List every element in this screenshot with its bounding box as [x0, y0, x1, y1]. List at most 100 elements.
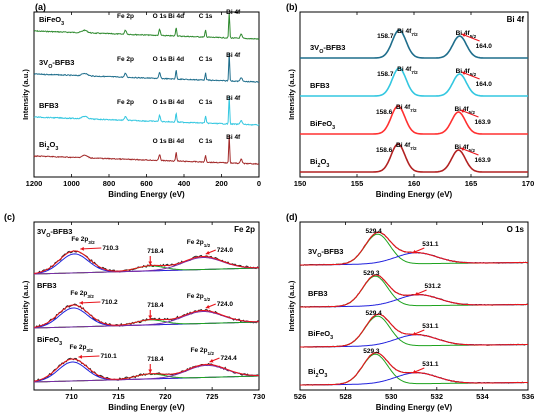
arrow-head: [460, 147, 465, 152]
x-tick-label: 532: [431, 392, 444, 401]
raw-spectrum: [299, 313, 529, 348]
series-label: BFB3: [39, 101, 59, 110]
series-label: BFB3: [308, 289, 328, 298]
peak-value-label: 724.0: [217, 301, 234, 308]
arrow-head: [205, 250, 210, 255]
x-tick-label: 730: [253, 392, 266, 401]
peak-label: Fe 2p1/2: [191, 347, 215, 356]
peak-label: C 1s: [199, 13, 213, 20]
spectrum-line: [300, 143, 528, 173]
series-label: BiFeO3: [310, 119, 335, 131]
peak-value-label: 164.0: [476, 43, 493, 50]
x-tick-label: 530: [385, 392, 398, 401]
peak-value-label: 529.3: [363, 270, 380, 277]
peak-value-label: 710.2: [101, 299, 118, 306]
series-label: 3VO-BFB3: [308, 247, 343, 259]
panel-c: 710 715 720 725 730 (c) Fe 2p Binding Energy (e…: [4, 212, 265, 412]
panel-b: 150 155 160 165 170 (b) Bi 4f Binding Energy (e…: [286, 2, 534, 199]
spectrum-line: [33, 135, 260, 165]
spectrum-line: [33, 12, 260, 40]
fit-envelope: [300, 274, 528, 308]
arrow-head: [205, 304, 210, 309]
series-label: 3VO-BFB3: [39, 58, 74, 70]
y-axis-label: Intensity (a.u.): [287, 69, 296, 120]
peak-label: Bi 4f7/2: [396, 142, 417, 151]
fit-envelope: [33, 304, 259, 328]
x-tick-label: 0: [257, 179, 261, 188]
fit-component: [300, 315, 528, 348]
spectrum-line: [33, 52, 259, 83]
fit-component: [300, 353, 528, 386]
x-tick-label: 155: [351, 179, 364, 188]
arrow-head: [414, 291, 419, 296]
series-label: Bi2O3: [39, 140, 58, 152]
peak-label: Bi 4f7/2: [397, 66, 418, 75]
x-tick-label: 715: [112, 392, 125, 401]
series-label: BiFeO3: [37, 335, 62, 347]
peak-label: Fe 2p: [117, 13, 134, 20]
fit-component: [300, 275, 528, 308]
peak-value-label: 158.6: [376, 109, 393, 116]
fit-component: [34, 257, 259, 275]
peak-label: Bi 4d: [168, 13, 184, 20]
peak-label: Bi 4d: [168, 99, 184, 106]
peak-value-label: 718.4: [147, 356, 164, 363]
x-tick-label: 1200: [26, 179, 43, 188]
plot-frame: [299, 221, 529, 391]
x-tick-label: 165: [465, 179, 478, 188]
peak-label: Bi 4f: [226, 52, 241, 59]
x-tick-label: 528: [339, 392, 352, 401]
x-axis-label: Binding Energy (eV): [108, 190, 185, 199]
series-label: 3VO-BFB3: [310, 43, 345, 55]
series-label: BFB3: [310, 81, 330, 90]
peak-value-label: 529.4: [366, 228, 383, 235]
peak-label: Bi 4f: [226, 134, 241, 141]
peak-label: Bi 4f7/2: [397, 28, 418, 37]
x-axis-label: Binding Energy (eV): [108, 403, 185, 412]
fit-component: [34, 364, 260, 383]
panel-label: (a): [35, 2, 46, 12]
y-axis-label: Intensity (a.u.): [287, 280, 296, 331]
peak-label: Fe 2p3/2: [69, 344, 93, 353]
peak-value-label: 724.0: [217, 247, 234, 254]
peak-label: C 1s: [199, 99, 213, 106]
x-tick-label: 160: [408, 179, 421, 188]
x-tick-label: 720: [159, 392, 172, 401]
x-tick-label: 150: [294, 179, 307, 188]
panel-label: (c): [4, 212, 15, 222]
x-tick-label: 526: [294, 392, 307, 401]
series-label: Bi2O3: [310, 157, 329, 169]
x-axis-label: Binding Energy (eV): [376, 190, 453, 199]
series-label: Bi2O3: [308, 367, 327, 379]
peak-value-label: 718.4: [147, 302, 164, 309]
x-tick-label: 200: [215, 179, 228, 188]
spectrum-line: [300, 105, 528, 135]
peak-label: Bi 4f5/2: [456, 68, 477, 77]
peak-label: O 1s: [153, 138, 167, 145]
raw-spectrum: [299, 274, 528, 308]
arrow-head: [148, 369, 153, 373]
peak-label: C 1s: [199, 138, 213, 145]
peak-value-label: 163.9: [474, 119, 491, 126]
peak-label: Bi 4f5/2: [454, 144, 475, 153]
arrow-head: [460, 109, 465, 114]
arrow-head: [80, 246, 84, 251]
peak-value-label: 163.9: [474, 157, 491, 164]
x-axis-label: Binding Energy (eV): [376, 403, 453, 412]
x-tick-label: 400: [178, 179, 191, 188]
peak-value-label: 531.1: [422, 241, 439, 248]
region-label: Fe 2p: [234, 225, 255, 234]
peak-label: Fe 2p: [117, 99, 134, 106]
fit-envelope: [33, 250, 259, 274]
y-axis-label: Intensity (a.u.): [21, 69, 30, 120]
x-tick-label: 600: [140, 179, 153, 188]
peak-value-label: 724.4: [221, 355, 238, 362]
peak-label: Bi 4f: [226, 9, 241, 16]
peak-value-label: 710.3: [102, 245, 119, 252]
peak-value-label: 529.4: [366, 310, 383, 317]
panel-label: (d): [286, 212, 298, 222]
series-label: BFB3: [37, 281, 57, 290]
peak-label: Bi 4f7/2: [396, 104, 417, 113]
arrow-head: [461, 71, 466, 76]
peak-value-label: 158.6: [376, 147, 393, 154]
